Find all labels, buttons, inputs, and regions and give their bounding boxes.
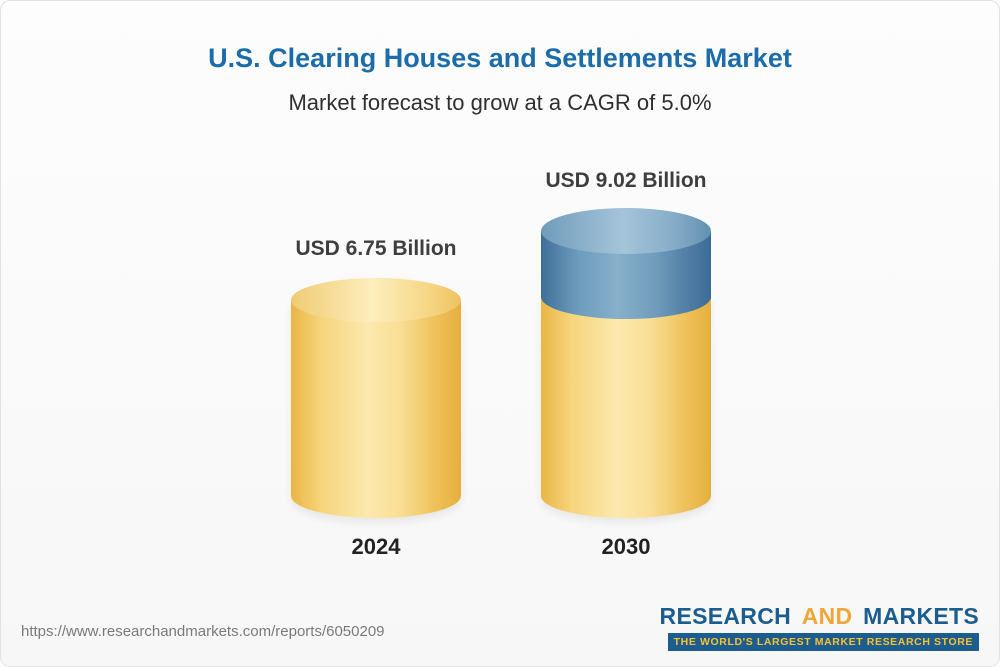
x-axis-label-2024: 2024 [351, 534, 401, 559]
value-label-2024: USD 6.75 Billion [295, 237, 457, 260]
x-axis-label-2030: 2030 [601, 534, 651, 559]
logo-word-markets: MARKETS [863, 603, 979, 629]
chart-subtitle: Market forecast to grow at a CAGR of 5.0… [288, 90, 712, 115]
logo-wordmark: RESEARCH AND MARKETS [660, 603, 979, 630]
bar-2024-body [291, 300, 461, 518]
logo-word-research: RESEARCH [659, 603, 792, 629]
report-url-link[interactable]: https://www.researchandmarkets.com/repor… [21, 623, 385, 640]
bar-2030-top-ellipse [541, 208, 711, 254]
logo-tagline: THE WORLD'S LARGEST MARKET RESEARCH STOR… [667, 633, 979, 651]
logo-word-and: AND [801, 603, 853, 629]
research-and-markets-logo: RESEARCH AND MARKETS THE WORLD'S LARGEST… [660, 603, 979, 651]
chart-title: U.S. Clearing Houses and Settlements Mar… [208, 43, 792, 73]
bar-2024-top-ellipse [291, 278, 461, 322]
value-label-2030: USD 9.02 Billion [545, 169, 707, 192]
bar-2030-gold-segment [541, 297, 711, 518]
